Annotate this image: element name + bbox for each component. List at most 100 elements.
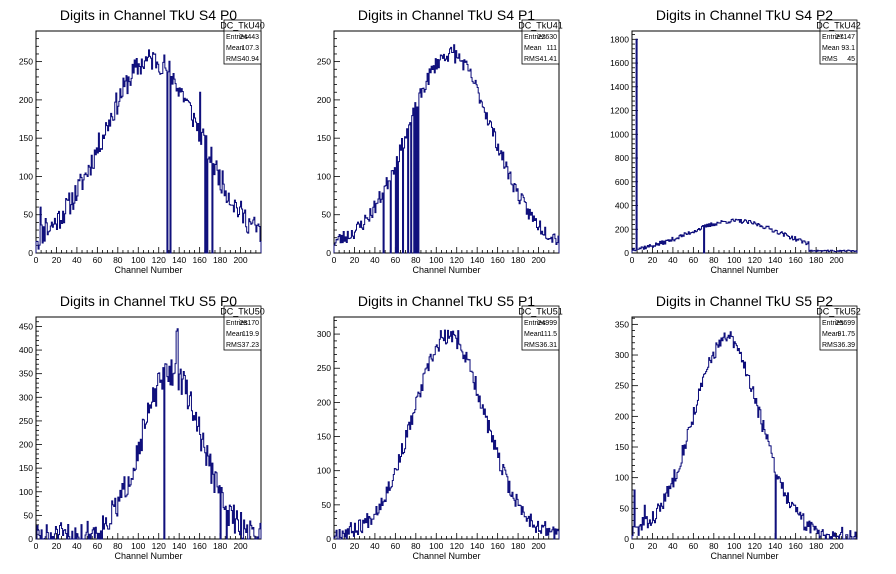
x-axis-label: Channel Number xyxy=(710,551,778,561)
x-tick-label: 100 xyxy=(131,255,145,265)
stats-value: 37.23 xyxy=(241,342,259,349)
plot-title: Digits in Channel TkU S5 P0 xyxy=(60,293,237,309)
x-tick-label: 20 xyxy=(52,255,62,265)
y-tick-label: 200 xyxy=(19,95,33,105)
x-tick-label: 120 xyxy=(748,255,762,265)
x-tick-label: 200 xyxy=(233,255,247,265)
x-tick-label: 60 xyxy=(391,541,401,551)
y-tick-label: 150 xyxy=(19,463,33,473)
stats-value: 22630 xyxy=(538,34,558,41)
x-tick-label: 160 xyxy=(193,541,207,551)
stats-key: Entries xyxy=(524,34,546,41)
x-tick-label: 80 xyxy=(709,541,719,551)
histogram-series xyxy=(333,44,560,254)
histogram-series xyxy=(35,49,262,254)
stats-key: Mean xyxy=(524,331,542,338)
x-tick-label: 180 xyxy=(511,541,525,551)
x-tick-label: 180 xyxy=(213,541,227,551)
x-tick-label: 120 xyxy=(748,541,762,551)
stats-key: Entries xyxy=(226,320,248,327)
y-tick-label: 250 xyxy=(317,57,331,67)
stats-value: 27147 xyxy=(836,34,856,41)
stats-key: RMS xyxy=(822,56,838,63)
x-tick-label: 20 xyxy=(52,541,62,551)
x-tick-label: 200 xyxy=(233,541,247,551)
x-tick-label: 60 xyxy=(93,255,103,265)
x-tick-label: 60 xyxy=(93,541,103,551)
x-tick-label: 160 xyxy=(491,541,505,551)
x-tick-label: 100 xyxy=(131,541,145,551)
histogram-series xyxy=(333,329,560,540)
x-tick-label: 0 xyxy=(34,255,39,265)
y-tick-label: 150 xyxy=(317,133,331,143)
x-tick-label: 80 xyxy=(113,255,123,265)
stats-key: Mean xyxy=(226,45,244,52)
x-axis-label: Channel Number xyxy=(710,265,778,275)
x-tick-label: 140 xyxy=(172,255,186,265)
histogram-panel-1: Digits in Channel TkU S4 P1 0 20 40 60 80 100 1… xyxy=(317,7,563,275)
x-tick-label: 160 xyxy=(789,255,803,265)
stats-key: Mean xyxy=(226,331,244,338)
y-tick-label: 200 xyxy=(317,397,331,407)
y-tick-label: 350 xyxy=(615,319,629,329)
stats-key: Entries xyxy=(822,320,844,327)
y-tick-label: 1400 xyxy=(610,82,629,92)
stats-value: 36.39 xyxy=(837,342,855,349)
y-tick-label: 0 xyxy=(28,248,33,258)
x-tick-label: 140 xyxy=(768,255,782,265)
histogram-panel-3: Digits in Channel TkU S5 P0 0 20 40 60 80 100 1… xyxy=(19,293,265,561)
x-tick-label: 180 xyxy=(511,255,525,265)
y-tick-label: 50 xyxy=(24,510,34,520)
y-tick-label: 100 xyxy=(317,466,331,476)
y-tick-label: 1800 xyxy=(610,34,629,44)
stats-value: 111.5 xyxy=(541,331,558,338)
histogram-panel-5: Digits in Channel TkU S5 P2 0 20 40 60 80 100 1… xyxy=(615,293,861,561)
x-tick-label: 20 xyxy=(350,255,360,265)
y-tick-label: 100 xyxy=(19,171,33,181)
y-tick-label: 200 xyxy=(615,224,629,234)
x-tick-label: 180 xyxy=(809,541,823,551)
stats-value: 119.9 xyxy=(242,331,259,338)
y-tick-label: 0 xyxy=(624,534,629,544)
x-tick-label: 60 xyxy=(391,255,401,265)
stats-key: Mean xyxy=(822,331,840,338)
y-tick-label: 800 xyxy=(615,153,629,163)
x-tick-label: 120 xyxy=(152,255,166,265)
y-tick-label: 200 xyxy=(317,95,331,105)
stats-name: DC_TkU50 xyxy=(220,307,265,317)
x-tick-label: 120 xyxy=(450,255,464,265)
stats-key: Entries xyxy=(226,34,248,41)
x-tick-label: 200 xyxy=(531,541,545,551)
x-tick-label: 20 xyxy=(350,541,360,551)
y-tick-label: 0 xyxy=(326,248,331,258)
y-tick-label: 1600 xyxy=(610,58,629,68)
x-tick-label: 40 xyxy=(72,541,82,551)
y-tick-label: 300 xyxy=(317,329,331,339)
x-tick-label: 80 xyxy=(113,541,123,551)
plot-frame xyxy=(631,30,858,254)
stats-name: DC_TkU51 xyxy=(518,307,563,317)
y-tick-label: 0 xyxy=(28,534,33,544)
y-tick-label: 600 xyxy=(615,177,629,187)
stats-key: Entries xyxy=(524,320,546,327)
x-tick-label: 80 xyxy=(411,541,421,551)
x-tick-label: 100 xyxy=(727,541,741,551)
x-axis-label: Channel Number xyxy=(114,551,182,561)
y-tick-label: 100 xyxy=(615,473,629,483)
x-tick-label: 40 xyxy=(668,541,678,551)
stats-key: RMS xyxy=(822,342,838,349)
histogram-panel-2: Digits in Channel TkU S4 P2 0 20 40 60 80 100 1… xyxy=(610,7,861,275)
y-tick-label: 200 xyxy=(19,440,33,450)
y-tick-label: 250 xyxy=(19,416,33,426)
x-tick-label: 0 xyxy=(630,541,635,551)
stats-value: 24443 xyxy=(240,34,260,41)
x-tick-label: 20 xyxy=(648,255,658,265)
x-tick-label: 0 xyxy=(34,541,39,551)
x-tick-label: 60 xyxy=(689,541,699,551)
y-tick-label: 100 xyxy=(19,487,33,497)
y-tick-label: 400 xyxy=(19,345,33,355)
x-tick-label: 160 xyxy=(193,255,207,265)
y-tick-label: 1000 xyxy=(610,129,629,139)
